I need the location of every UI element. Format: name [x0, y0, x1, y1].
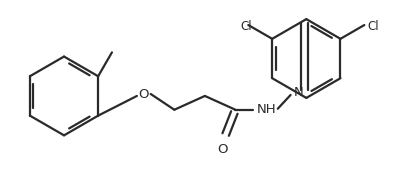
Text: O: O: [217, 143, 228, 156]
Text: Cl: Cl: [240, 19, 252, 33]
Text: Cl: Cl: [367, 19, 379, 33]
Text: N: N: [294, 87, 303, 100]
Text: O: O: [139, 88, 149, 101]
Text: NH: NH: [257, 103, 277, 116]
